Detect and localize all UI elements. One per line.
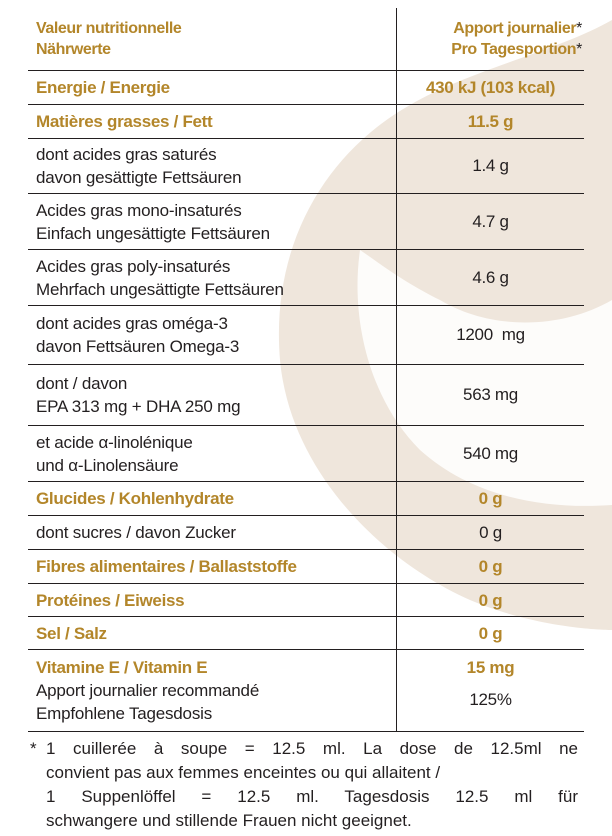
row-value: 563 mg (463, 385, 518, 404)
table-row: dont / davon EPA 313 mg + DHA 250 mg 563… (28, 365, 584, 426)
footnote-line: convient pas aux femmes enceintes ou qui… (46, 763, 441, 782)
row-value: 430 kJ (103 kcal) (425, 78, 556, 97)
row-label: dont sucres / davon Zucker (36, 523, 236, 542)
row-value: 0 g (479, 522, 502, 542)
nutrition-table: Valeur nutritionnelle Nährwerte Apport j… (28, 8, 584, 732)
header-label-de: Nährwerte (36, 41, 111, 58)
table-row: Sel / Salz 0 g (28, 617, 584, 650)
row-value: 0 g (478, 590, 503, 610)
row-label-de: davon gesättigte Fettsäuren (36, 168, 242, 187)
row-value: 540 mg (463, 443, 518, 463)
row-value: 11.5 g (467, 112, 514, 131)
row-label: Energie / Energie (36, 78, 170, 97)
row-label: Protéines / Eiweiss (36, 590, 185, 610)
vitamin-note-de: Empfohlene Tagesdosis (36, 704, 212, 723)
footnote-line: 1 cuillerée à soupe = 12.5 ml. La dose d… (46, 739, 578, 758)
table-row: dont sucres / davon Zucker 0 g (28, 516, 584, 550)
row-label-de: davon Fettsäuren Omega-3 (36, 337, 240, 356)
row-value: 0 g (478, 557, 503, 576)
row-value: 0 g (478, 489, 503, 508)
row-label: Glucides / Kohlenhydrate (36, 489, 234, 508)
row-label-fr: Acides gras mono-insaturés (36, 200, 242, 220)
table-row: Protéines / Eiweiss 0 g (28, 584, 584, 617)
row-label-de: EPA 313 mg + DHA 250 mg (36, 397, 241, 416)
header-label-fr: Valeur nutritionnelle (36, 20, 182, 37)
row-label: Matières grasses / Fett (36, 112, 213, 131)
row-label-fr: et acide α-linolénique (36, 432, 193, 452)
row-value: 1200 mg (456, 325, 525, 344)
footnote-line: schwangere und stillende Frauen nicht ge… (46, 811, 412, 830)
header-daily-de: Pro Tagesportion* (451, 41, 582, 58)
row-label: Vitamine E / Vitamin E (36, 658, 208, 677)
table-row: Fibres alimentaires / Ballaststoffe 0 g (28, 550, 584, 584)
table-row: dont acides gras saturés davon gesättigt… (28, 139, 584, 194)
table-row: Acides gras poly-insaturés Mehrfach unge… (28, 250, 584, 306)
row-value: 0 g (478, 623, 503, 643)
row-label-de: und α-Linolensäure (36, 455, 179, 475)
row-label-fr: Acides gras poly-insaturés (36, 256, 231, 276)
vitamin-note-fr: Apport journalier recommandé (36, 681, 260, 700)
row-label: Sel / Salz (36, 623, 107, 643)
table-row-vitamin-e: Vitamine E / Vitamin E Apport journalier… (28, 650, 584, 732)
footnote-line: 1 Suppenlöffel = 12.5 ml. Tagesdosis 12.… (46, 787, 578, 806)
table-row: et acide α-linolénique und α-Linolensäur… (28, 426, 584, 482)
table-row: dont acides gras oméga-3 davon Fettsäure… (28, 306, 584, 365)
table-row: Acides gras mono-insaturés Einfach unges… (28, 194, 584, 250)
table-row: Energie / Energie 430 kJ (103 kcal) (28, 71, 584, 105)
footnote-asterisk: * (30, 739, 37, 758)
footnote: * 1 cuillerée à soupe = 12.5 ml. La dose… (30, 737, 578, 833)
table-row: Matières grasses / Fett 11.5 g (28, 105, 584, 139)
vitamin-note-value: 125% (469, 690, 512, 709)
row-label-fr: dont / davon (36, 374, 128, 393)
row-label-fr: dont acides gras saturés (36, 145, 217, 164)
row-value: 1.4 g (472, 156, 509, 175)
row-value: 4.7 g (472, 211, 509, 231)
row-value: 4.6 g (472, 267, 509, 287)
table-header: Valeur nutritionnelle Nährwerte Apport j… (28, 8, 584, 71)
row-value: 15 mg (466, 658, 515, 677)
row-label-de: Mehrfach ungesättigte Fettsäuren (36, 279, 284, 299)
row-label-de: Einfach ungesättigte Fettsäuren (36, 223, 270, 243)
header-daily-fr: Apport journalier* (453, 20, 582, 37)
table-row: Glucides / Kohlenhydrate 0 g (28, 482, 584, 516)
row-label: Fibres alimentaires / Ballaststoffe (36, 557, 297, 576)
row-label-fr: dont acides gras oméga-3 (36, 314, 228, 333)
